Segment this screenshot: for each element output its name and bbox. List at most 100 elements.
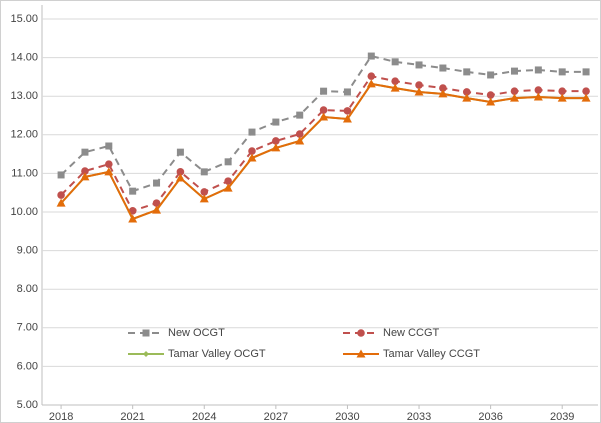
series-line [60, 54, 587, 193]
data-point [80, 172, 90, 181]
data-point [56, 198, 66, 207]
data-point [487, 71, 495, 79]
data-point [414, 87, 424, 96]
data-point [224, 177, 232, 185]
x-tick-label: 2024 [192, 411, 216, 423]
y-tick-label: 9.00 [17, 245, 38, 257]
data-point [462, 88, 471, 96]
y-tick-label: 7.00 [17, 322, 38, 334]
data-point [390, 83, 400, 92]
data-point [295, 136, 305, 145]
data-point [533, 92, 543, 101]
data-point [248, 128, 256, 136]
data-point [391, 77, 399, 85]
legend-label: Tamar Valley OCGT [168, 348, 266, 360]
x-tick-label: 2039 [550, 411, 574, 423]
y-tick-label: 15.00 [10, 13, 38, 25]
data-point [510, 87, 519, 95]
data-point [534, 66, 542, 74]
x-tick-label: 2018 [49, 411, 73, 423]
y-tick-label: 14.00 [10, 52, 38, 64]
data-point [224, 158, 232, 166]
data-point [152, 199, 161, 207]
y-tick-label: 5.00 [17, 399, 38, 411]
y-tick-label: 11.00 [11, 167, 38, 179]
data-point [415, 61, 423, 69]
series-line [60, 82, 587, 221]
data-point [558, 87, 567, 95]
y-tick-label: 13.00 [10, 90, 38, 102]
data-point [486, 97, 496, 106]
data-point [367, 72, 376, 80]
data-point [438, 89, 448, 98]
y-tick-label: 8.00 [17, 283, 38, 295]
legend-label: New OCGT [168, 327, 225, 339]
data-point [415, 81, 423, 89]
data-point [582, 68, 590, 76]
data-point [557, 93, 567, 102]
data-point [509, 93, 519, 102]
data-point [558, 68, 566, 76]
data-point [439, 64, 447, 72]
legend-marker [142, 329, 150, 337]
x-tick-label: 2027 [264, 411, 288, 423]
data-point [223, 183, 233, 192]
legend-marker [357, 329, 365, 337]
data-point [582, 87, 590, 95]
series-line [60, 82, 587, 221]
data-point [152, 205, 162, 214]
data-point [367, 52, 375, 60]
data-point [129, 187, 137, 195]
data-point [342, 114, 352, 123]
y-tick-label: 12.00 [10, 129, 38, 141]
data-point [104, 167, 114, 176]
data-point [439, 84, 447, 92]
data-point [272, 137, 280, 145]
data-point [510, 67, 518, 75]
data-point [320, 87, 328, 95]
data-point [271, 143, 281, 152]
data-point [199, 194, 209, 203]
data-point [105, 142, 113, 150]
legend-label: Tamar Valley CCGT [383, 348, 480, 360]
x-tick-label: 2033 [407, 411, 431, 423]
data-point [462, 93, 472, 102]
x-tick-label: 2021 [120, 411, 144, 423]
data-point [319, 112, 329, 121]
data-point [128, 214, 138, 223]
data-point [175, 173, 185, 182]
data-point [81, 148, 89, 156]
data-point [296, 111, 304, 119]
legend-label: New CCGT [383, 327, 440, 339]
data-point [272, 118, 280, 126]
data-point [534, 86, 543, 94]
y-tick-label: 10.00 [10, 206, 38, 218]
data-point [295, 130, 304, 138]
data-point [581, 93, 591, 102]
data-point [343, 88, 351, 96]
data-point [57, 171, 65, 179]
data-point [176, 148, 184, 156]
data-point [200, 188, 209, 196]
x-tick-label: 2030 [335, 411, 359, 423]
data-point [463, 68, 471, 76]
data-point [128, 207, 137, 215]
data-point [176, 168, 185, 176]
y-tick-label: 6.00 [17, 360, 38, 372]
data-point [366, 79, 376, 88]
data-point [248, 147, 256, 155]
data-point [486, 91, 495, 99]
data-point [153, 179, 161, 187]
data-point [57, 191, 65, 199]
legend-marker [143, 351, 149, 357]
x-tick-label: 2036 [478, 411, 502, 423]
legend-marker [356, 349, 366, 358]
legend: New OCGT New CCGT Tamar Valley OCGT Tamar V… [128, 327, 480, 360]
data-point [81, 167, 89, 175]
data-point [391, 58, 399, 66]
data-point [200, 168, 208, 176]
data-point [343, 107, 352, 115]
data-point [105, 160, 113, 168]
data-point [319, 106, 328, 114]
